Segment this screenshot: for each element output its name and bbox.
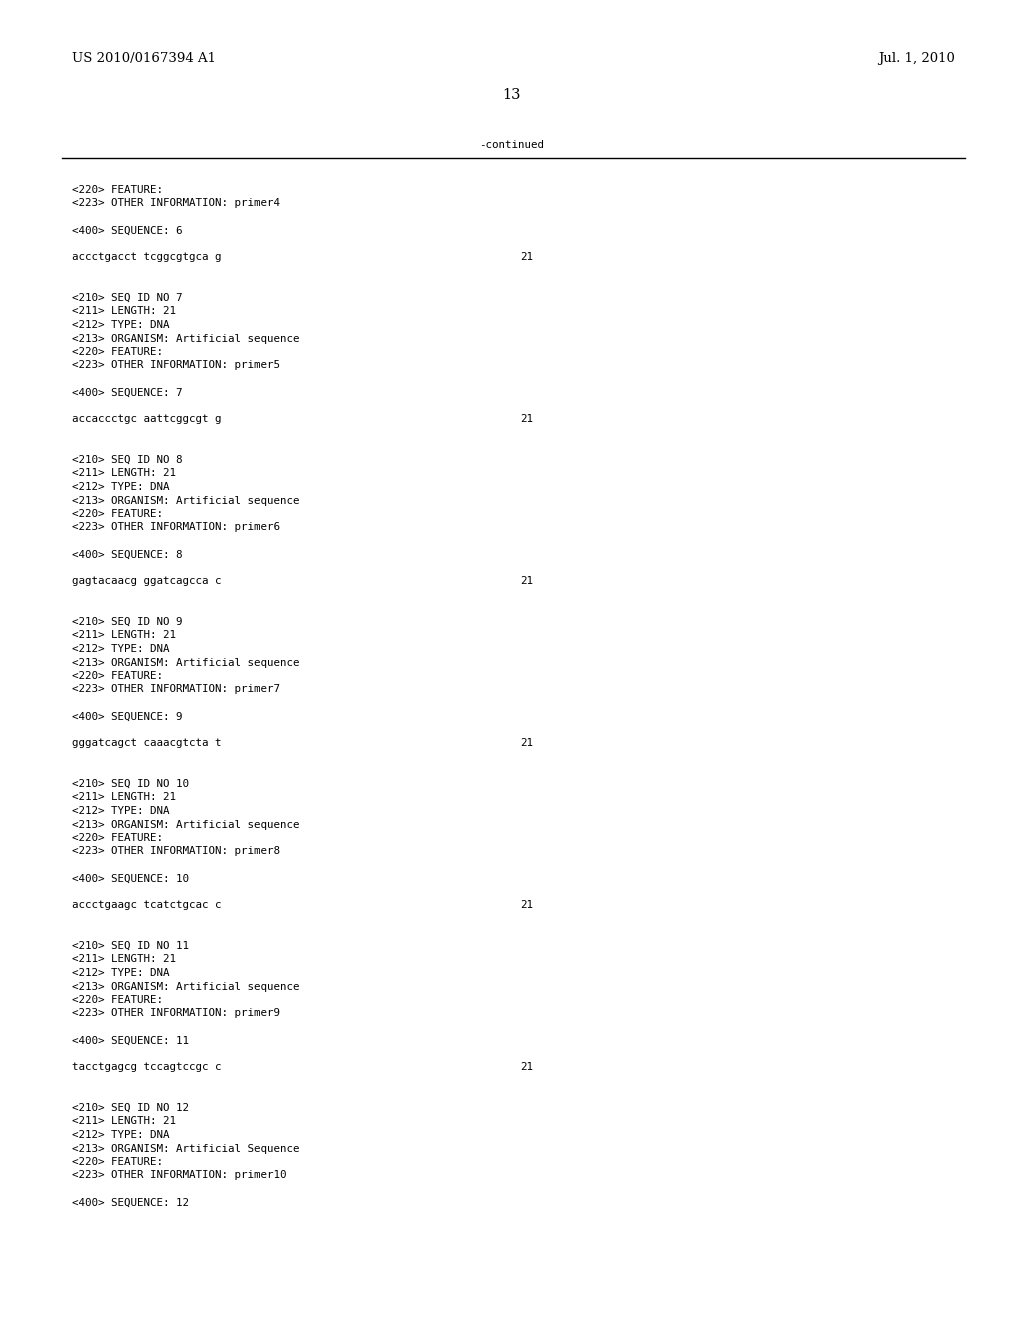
Text: <211> LENGTH: 21: <211> LENGTH: 21: [72, 1117, 176, 1126]
Text: 21: 21: [520, 414, 534, 425]
Text: 21: 21: [520, 577, 534, 586]
Text: <213> ORGANISM: Artificial sequence: <213> ORGANISM: Artificial sequence: [72, 820, 299, 829]
Text: <400> SEQUENCE: 8: <400> SEQUENCE: 8: [72, 549, 182, 560]
Text: <211> LENGTH: 21: <211> LENGTH: 21: [72, 954, 176, 965]
Text: gggatcagct caaacgtcta t: gggatcagct caaacgtcta t: [72, 738, 221, 748]
Text: 21: 21: [520, 738, 534, 748]
Text: tacctgagcg tccagtccgc c: tacctgagcg tccagtccgc c: [72, 1063, 221, 1072]
Text: <400> SEQUENCE: 11: <400> SEQUENCE: 11: [72, 1035, 189, 1045]
Text: <223> OTHER INFORMATION: primer7: <223> OTHER INFORMATION: primer7: [72, 685, 280, 694]
Text: <220> FEATURE:: <220> FEATURE:: [72, 995, 163, 1005]
Text: Jul. 1, 2010: Jul. 1, 2010: [879, 51, 955, 65]
Text: <212> TYPE: DNA: <212> TYPE: DNA: [72, 482, 170, 492]
Text: <211> LENGTH: 21: <211> LENGTH: 21: [72, 631, 176, 640]
Text: <211> LENGTH: 21: <211> LENGTH: 21: [72, 469, 176, 479]
Text: US 2010/0167394 A1: US 2010/0167394 A1: [72, 51, 216, 65]
Text: <400> SEQUENCE: 6: <400> SEQUENCE: 6: [72, 226, 182, 235]
Text: <211> LENGTH: 21: <211> LENGTH: 21: [72, 306, 176, 317]
Text: <223> OTHER INFORMATION: primer4: <223> OTHER INFORMATION: primer4: [72, 198, 280, 209]
Text: <220> FEATURE:: <220> FEATURE:: [72, 1158, 163, 1167]
Text: <212> TYPE: DNA: <212> TYPE: DNA: [72, 968, 170, 978]
Text: <213> ORGANISM: Artificial Sequence: <213> ORGANISM: Artificial Sequence: [72, 1143, 299, 1154]
Text: -continued: -continued: [479, 140, 545, 150]
Text: <223> OTHER INFORMATION: primer10: <223> OTHER INFORMATION: primer10: [72, 1171, 287, 1180]
Text: <212> TYPE: DNA: <212> TYPE: DNA: [72, 1130, 170, 1140]
Text: <400> SEQUENCE: 10: <400> SEQUENCE: 10: [72, 874, 189, 883]
Text: <223> OTHER INFORMATION: primer8: <223> OTHER INFORMATION: primer8: [72, 846, 280, 857]
Text: 21: 21: [520, 1063, 534, 1072]
Text: <213> ORGANISM: Artificial sequence: <213> ORGANISM: Artificial sequence: [72, 334, 299, 343]
Text: <220> FEATURE:: <220> FEATURE:: [72, 833, 163, 843]
Text: <210> SEQ ID NO 7: <210> SEQ ID NO 7: [72, 293, 182, 304]
Text: <400> SEQUENCE: 12: <400> SEQUENCE: 12: [72, 1197, 189, 1208]
Text: <210> SEQ ID NO 9: <210> SEQ ID NO 9: [72, 616, 182, 627]
Text: 21: 21: [520, 252, 534, 263]
Text: gagtacaacg ggatcagcca c: gagtacaacg ggatcagcca c: [72, 577, 221, 586]
Text: <212> TYPE: DNA: <212> TYPE: DNA: [72, 319, 170, 330]
Text: <212> TYPE: DNA: <212> TYPE: DNA: [72, 807, 170, 816]
Text: <210> SEQ ID NO 8: <210> SEQ ID NO 8: [72, 455, 182, 465]
Text: <220> FEATURE:: <220> FEATURE:: [72, 671, 163, 681]
Text: <220> FEATURE:: <220> FEATURE:: [72, 185, 163, 195]
Text: <400> SEQUENCE: 7: <400> SEQUENCE: 7: [72, 388, 182, 397]
Text: accctgacct tcggcgtgca g: accctgacct tcggcgtgca g: [72, 252, 221, 263]
Text: 13: 13: [503, 88, 521, 102]
Text: accaccctgc aattcggcgt g: accaccctgc aattcggcgt g: [72, 414, 221, 425]
Text: <213> ORGANISM: Artificial sequence: <213> ORGANISM: Artificial sequence: [72, 495, 299, 506]
Text: accctgaagc tcatctgcac c: accctgaagc tcatctgcac c: [72, 900, 221, 911]
Text: <212> TYPE: DNA: <212> TYPE: DNA: [72, 644, 170, 653]
Text: <400> SEQUENCE: 9: <400> SEQUENCE: 9: [72, 711, 182, 722]
Text: <210> SEQ ID NO 10: <210> SEQ ID NO 10: [72, 779, 189, 789]
Text: <220> FEATURE:: <220> FEATURE:: [72, 347, 163, 356]
Text: <213> ORGANISM: Artificial sequence: <213> ORGANISM: Artificial sequence: [72, 982, 299, 991]
Text: <220> FEATURE:: <220> FEATURE:: [72, 510, 163, 519]
Text: <223> OTHER INFORMATION: primer9: <223> OTHER INFORMATION: primer9: [72, 1008, 280, 1019]
Text: <210> SEQ ID NO 12: <210> SEQ ID NO 12: [72, 1104, 189, 1113]
Text: <223> OTHER INFORMATION: primer5: <223> OTHER INFORMATION: primer5: [72, 360, 280, 371]
Text: <223> OTHER INFORMATION: primer6: <223> OTHER INFORMATION: primer6: [72, 523, 280, 532]
Text: <213> ORGANISM: Artificial sequence: <213> ORGANISM: Artificial sequence: [72, 657, 299, 668]
Text: <211> LENGTH: 21: <211> LENGTH: 21: [72, 792, 176, 803]
Text: <210> SEQ ID NO 11: <210> SEQ ID NO 11: [72, 941, 189, 950]
Text: 21: 21: [520, 900, 534, 911]
